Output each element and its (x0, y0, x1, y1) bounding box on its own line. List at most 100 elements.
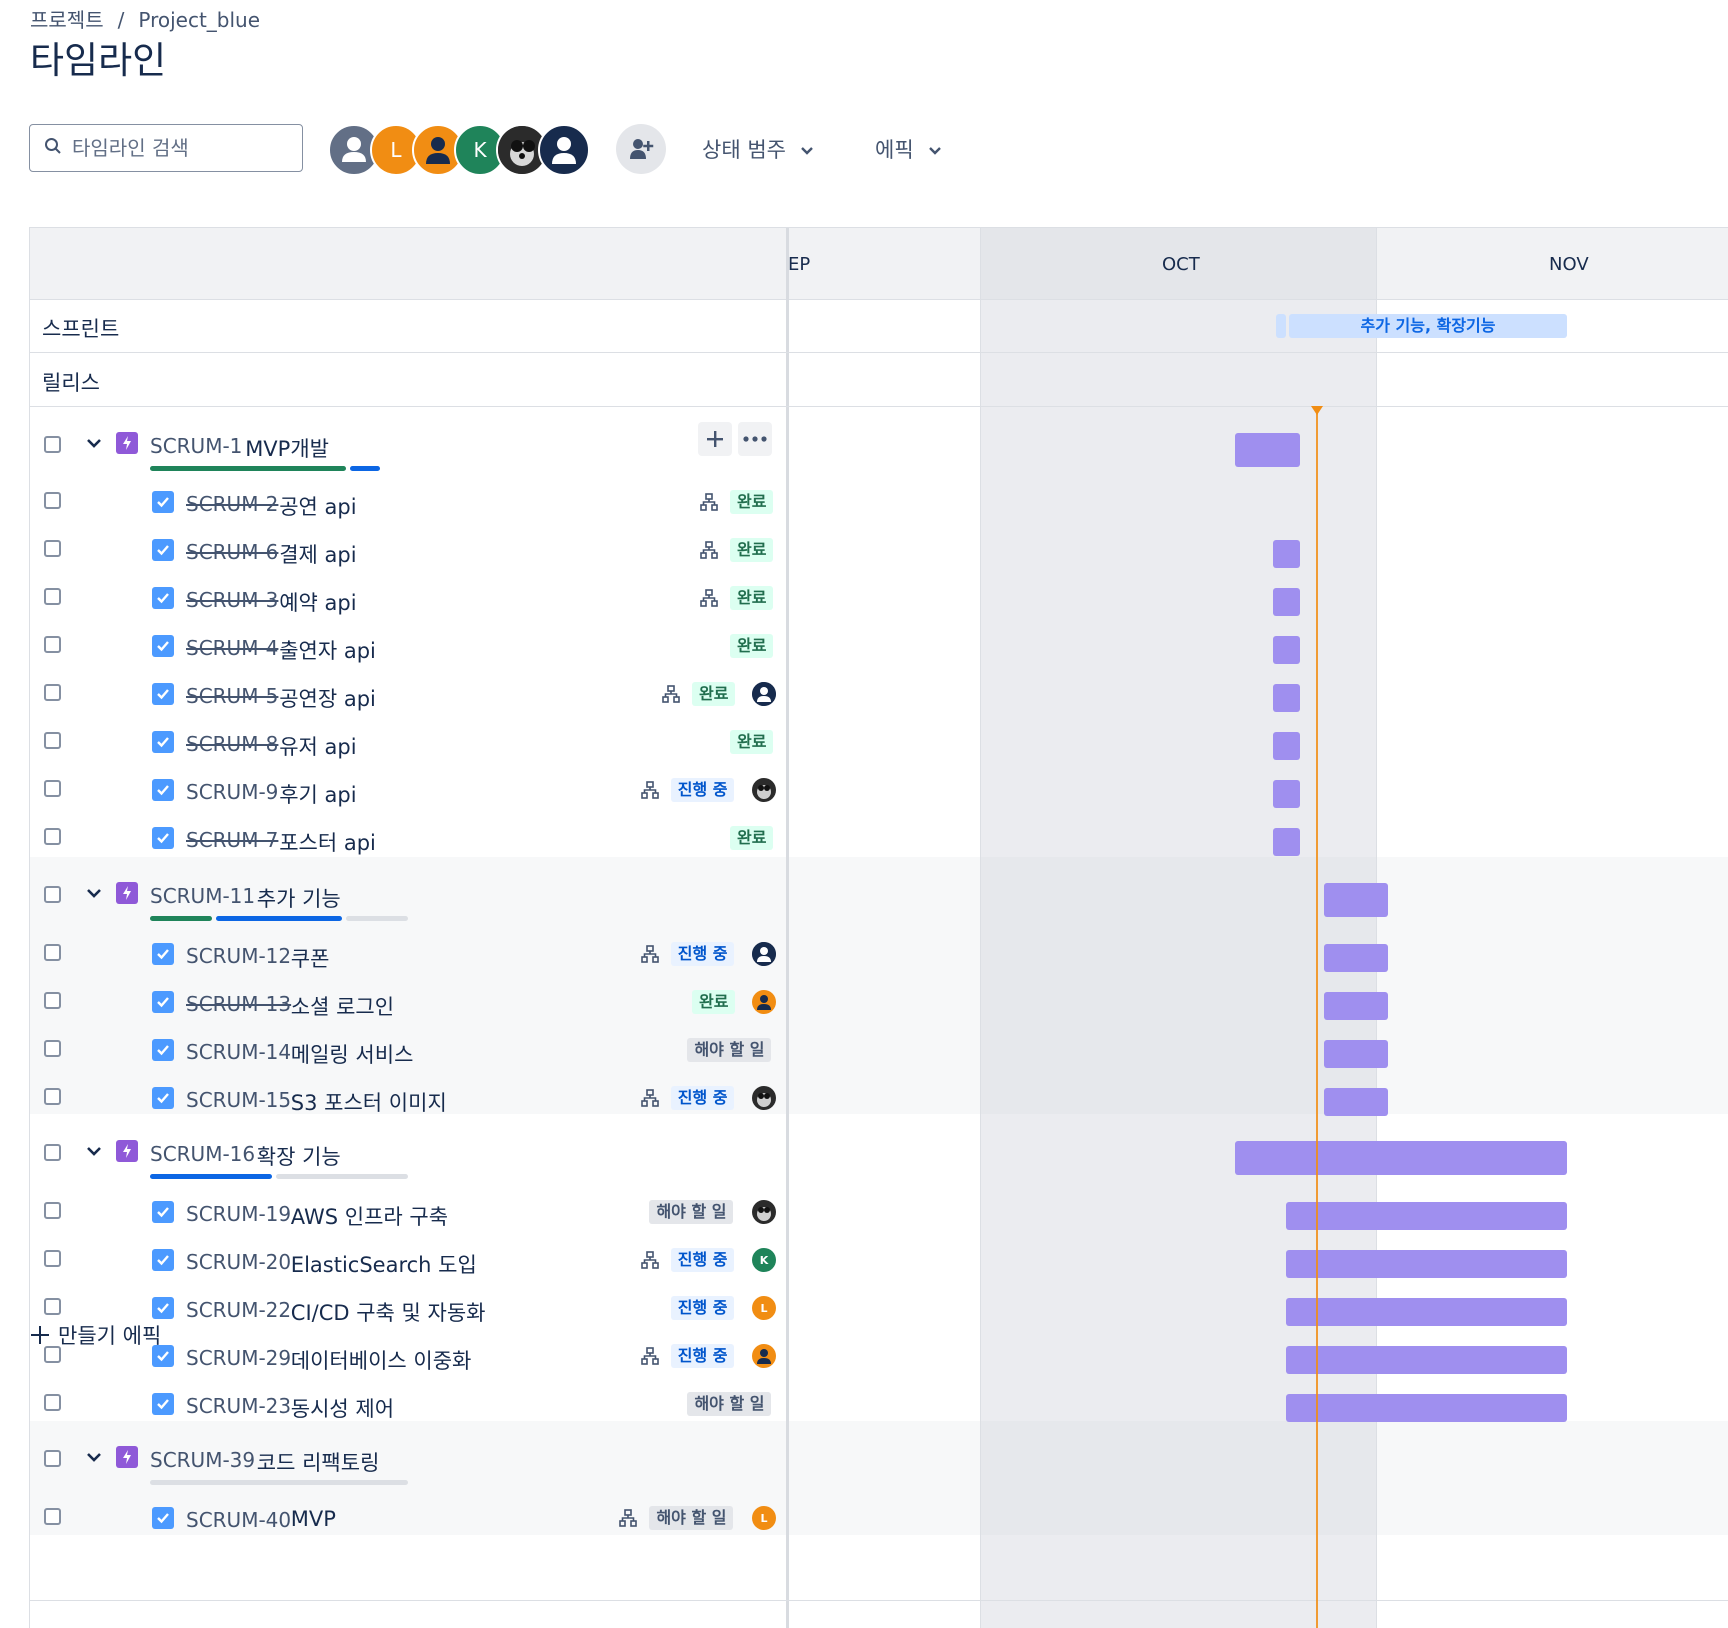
row-checkbox[interactable] (44, 944, 61, 961)
issue-key[interactable]: SCRUM-15 (186, 1088, 292, 1112)
child-issues-icon[interactable] (700, 493, 718, 515)
child-issues-icon[interactable] (640, 1251, 659, 1273)
issue-title[interactable]: CI/CD 구축 및 자동화 (290, 1301, 486, 1325)
status-lozenge[interactable]: 완료 (692, 990, 736, 1014)
epic-title[interactable]: MVP개발 (245, 437, 329, 461)
search-box[interactable] (29, 124, 303, 172)
row-checkbox[interactable] (44, 992, 61, 1009)
row-checkbox[interactable] (44, 886, 61, 903)
row-checkbox[interactable] (44, 732, 61, 749)
issue-key[interactable]: SCRUM-5 (186, 684, 279, 708)
sprint-bar[interactable]: 추가 기능, 확장기능 (1289, 314, 1567, 338)
assignee-avatar[interactable] (752, 1086, 776, 1110)
issue-key[interactable]: SCRUM-22 (186, 1298, 292, 1322)
issue-title[interactable]: 공연 api (279, 495, 357, 519)
assignee-avatar[interactable]: K (752, 1248, 776, 1272)
assignee-avatar[interactable] (752, 682, 776, 706)
status-lozenge[interactable]: 진행 중 (670, 942, 735, 966)
epic-title[interactable]: 확장 기능 (256, 1145, 341, 1169)
status-lozenge[interactable]: 진행 중 (670, 1248, 735, 1272)
issue-title[interactable]: 예약 api (279, 591, 357, 615)
avatar-navy[interactable] (538, 124, 590, 176)
row-checkbox[interactable] (44, 780, 61, 797)
row-checkbox[interactable] (44, 828, 61, 845)
issue-title[interactable]: 메일링 서비스 (290, 1043, 414, 1067)
status-lozenge[interactable]: 완료 (730, 730, 774, 754)
issue-key[interactable]: SCRUM-20 (186, 1250, 292, 1274)
status-lozenge[interactable]: 완료 (730, 490, 774, 514)
epic-key[interactable]: SCRUM-16 (150, 1142, 256, 1166)
assignee-avatar[interactable] (752, 1344, 776, 1368)
status-lozenge[interactable]: 해야 할 일 (649, 1200, 734, 1224)
issue-key[interactable]: SCRUM-2 (186, 492, 279, 516)
issue-title[interactable]: 후기 api (279, 783, 357, 807)
expand-chevron-icon[interactable] (86, 434, 102, 453)
row-checkbox[interactable] (44, 588, 61, 605)
timeline-bar[interactable] (1273, 588, 1300, 616)
row-checkbox[interactable] (44, 1298, 61, 1315)
issue-title[interactable]: 데이터베이스 이중화 (290, 1349, 472, 1373)
expand-chevron-icon[interactable] (86, 1448, 102, 1467)
assignee-avatar[interactable] (752, 990, 776, 1014)
status-category-filter[interactable]: 상태 범주 (702, 124, 814, 174)
row-checkbox[interactable] (44, 1040, 61, 1057)
status-lozenge[interactable]: 해야 할 일 (649, 1506, 734, 1530)
row-checkbox[interactable] (44, 436, 61, 453)
issue-title[interactable]: 쿠폰 (290, 947, 330, 971)
issue-key[interactable]: SCRUM-7 (186, 828, 279, 852)
timeline-bar[interactable] (1324, 1040, 1388, 1068)
row-checkbox[interactable] (44, 1088, 61, 1105)
status-lozenge[interactable]: 완료 (730, 586, 774, 610)
row-checkbox[interactable] (44, 1250, 61, 1267)
epic-key[interactable]: SCRUM-1 (150, 434, 243, 458)
row-checkbox[interactable] (44, 1508, 61, 1525)
issue-title[interactable]: AWS 인프라 구축 (290, 1205, 449, 1229)
child-issues-icon[interactable] (700, 541, 718, 563)
row-checkbox[interactable] (44, 1346, 61, 1363)
add-people-button[interactable] (616, 124, 666, 174)
status-lozenge[interactable]: 완료 (730, 826, 774, 850)
epic-title[interactable]: 코드 리팩토링 (256, 1451, 380, 1475)
timeline-bar[interactable] (1235, 1141, 1567, 1175)
issue-title[interactable]: ElasticSearch 도입 (290, 1253, 477, 1277)
child-issues-icon[interactable] (640, 1347, 659, 1369)
assignee-avatar[interactable] (752, 942, 776, 966)
status-lozenge[interactable]: 완료 (730, 634, 774, 658)
status-lozenge[interactable]: 해야 할 일 (687, 1392, 772, 1416)
status-lozenge[interactable]: 진행 중 (670, 1296, 735, 1320)
issue-title[interactable]: MVP (290, 1507, 336, 1531)
row-checkbox[interactable] (44, 684, 61, 701)
timeline-bar[interactable] (1273, 780, 1300, 808)
timeline-bar[interactable] (1324, 944, 1388, 972)
timeline-bar[interactable] (1273, 636, 1300, 664)
timeline-bar[interactable] (1324, 1088, 1388, 1116)
timeline-bar[interactable] (1286, 1250, 1567, 1278)
timeline-bar[interactable] (1273, 684, 1300, 712)
status-lozenge[interactable]: 해야 할 일 (687, 1038, 772, 1062)
issue-key[interactable]: SCRUM-14 (186, 1040, 292, 1064)
row-checkbox[interactable] (44, 1202, 61, 1219)
issue-key[interactable]: SCRUM-23 (186, 1394, 292, 1418)
child-issues-icon[interactable] (700, 589, 718, 611)
timeline-bar[interactable] (1324, 992, 1388, 1020)
assignee-avatar[interactable] (752, 778, 776, 802)
child-issues-icon[interactable] (640, 781, 659, 803)
list-resize-handle[interactable] (786, 228, 789, 1628)
breadcrumb-projects-link[interactable]: 프로젝트 (30, 8, 104, 32)
assignee-avatar[interactable] (752, 1200, 776, 1224)
timeline-bar[interactable] (1286, 1394, 1567, 1422)
assignee-avatar[interactable]: L (752, 1296, 776, 1320)
timeline-bar[interactable] (1235, 433, 1300, 467)
breadcrumb-project-link[interactable]: Project_blue (138, 8, 261, 32)
row-checkbox[interactable] (44, 1144, 61, 1161)
assignee-avatar[interactable]: L (752, 1506, 776, 1530)
row-checkbox[interactable] (44, 636, 61, 653)
status-lozenge[interactable]: 진행 중 (670, 1086, 735, 1110)
issue-key[interactable]: SCRUM-4 (186, 636, 279, 660)
search-input[interactable] (70, 135, 274, 161)
add-child-button[interactable] (698, 422, 732, 456)
issue-title[interactable]: 소셜 로그인 (290, 995, 395, 1019)
row-checkbox[interactable] (44, 1450, 61, 1467)
epic-key[interactable]: SCRUM-39 (150, 1448, 256, 1472)
issue-key[interactable]: SCRUM-3 (186, 588, 279, 612)
